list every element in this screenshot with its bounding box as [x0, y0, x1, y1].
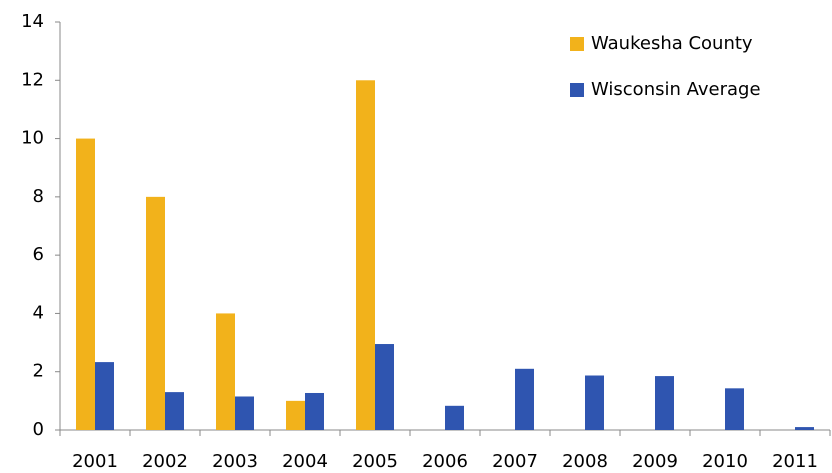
y-tick-label: 4 — [33, 302, 44, 323]
x-tick-label: 2006 — [422, 451, 468, 472]
bar — [725, 388, 744, 430]
legend-swatch — [570, 37, 584, 51]
x-tick-label: 2009 — [632, 451, 678, 472]
bar — [356, 80, 375, 431]
x-tick-label: 2003 — [212, 451, 258, 472]
bar — [375, 344, 394, 430]
bar — [585, 375, 604, 430]
bar — [445, 405, 464, 430]
x-tick-label: 2001 — [72, 451, 118, 472]
bar — [305, 392, 324, 430]
bar — [795, 427, 814, 430]
bar — [286, 400, 305, 430]
x-tick-label: 2004 — [282, 451, 328, 472]
x-tick-label: 2010 — [702, 451, 748, 472]
x-tick-label: 2005 — [352, 451, 398, 472]
y-tick-label: 12 — [21, 69, 44, 90]
y-tick-label: 2 — [33, 361, 44, 382]
bar — [515, 368, 534, 430]
legend-swatch — [570, 83, 584, 97]
y-tick-label: 6 — [33, 244, 44, 265]
y-tick-label: 0 — [33, 419, 44, 440]
bar — [146, 196, 165, 430]
bar — [76, 138, 95, 431]
legend-label: Wisconsin Average — [591, 79, 761, 100]
bar — [235, 396, 254, 430]
x-tick-label: 2007 — [492, 451, 538, 472]
bar — [655, 376, 674, 430]
bar — [165, 392, 184, 430]
y-tick-label: 10 — [21, 128, 44, 149]
bar — [216, 313, 235, 430]
x-tick-label: 2008 — [562, 451, 608, 472]
x-tick-label: 2002 — [142, 451, 188, 472]
x-tick-label: 2011 — [772, 451, 818, 472]
bar — [95, 362, 114, 430]
y-tick-label: 8 — [33, 186, 44, 207]
y-tick-label: 14 — [21, 11, 44, 32]
legend-label: Waukesha County — [591, 33, 753, 54]
